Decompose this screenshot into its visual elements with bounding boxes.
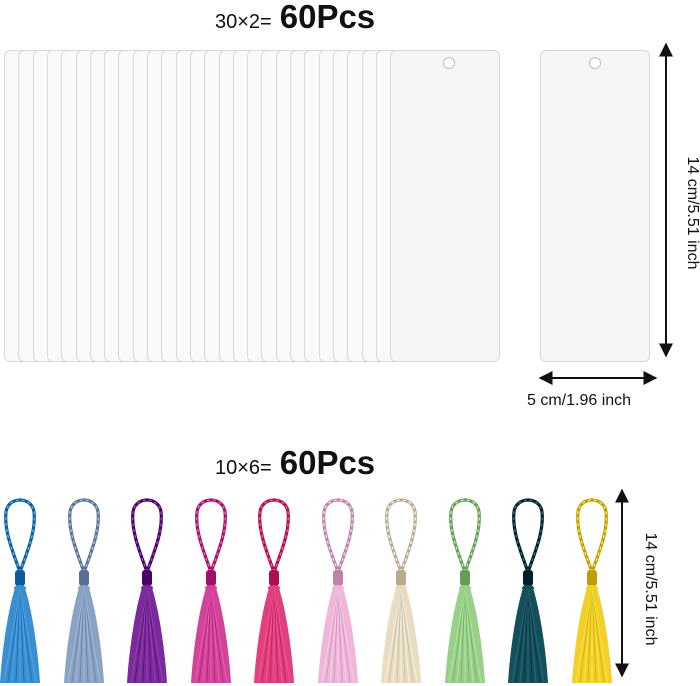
tassel-grey-blue [63, 498, 104, 683]
bookmarks-total: 60Pcs [279, 0, 376, 35]
bookmark-height-label: 14 cm/5.51 inch [684, 156, 700, 270]
tassels-formula: 10×6= [215, 457, 272, 479]
tassel-light-pink [317, 498, 358, 683]
bookmark-width-label: 5 cm/1.96 inch [527, 392, 632, 409]
tassels-heading: 10×6= 60Pcs [215, 444, 375, 482]
tassel-cream [381, 498, 421, 683]
bookmark-card [390, 50, 501, 362]
tassels-total: 60Pcs [279, 444, 376, 481]
bookmark-hole [443, 57, 456, 69]
tassel-hot-pink [254, 498, 294, 683]
tassel-yellow [571, 498, 612, 683]
tassel-sky-blue [0, 498, 40, 683]
bookmark-stack [0, 0, 520, 370]
bookmark-hole [589, 57, 601, 69]
bookmarks-formula: 30×2= [215, 11, 272, 33]
tassel-height-label: 14 cm/5.51 inch [642, 532, 659, 646]
tassel-magenta [190, 498, 231, 683]
tassel-purple [127, 498, 167, 683]
tassel-dark-teal [508, 498, 548, 683]
tassel-light-green [444, 498, 485, 683]
bookmarks-heading: 30×2= 60Pcs [215, 0, 375, 36]
single-bookmark [540, 50, 650, 362]
